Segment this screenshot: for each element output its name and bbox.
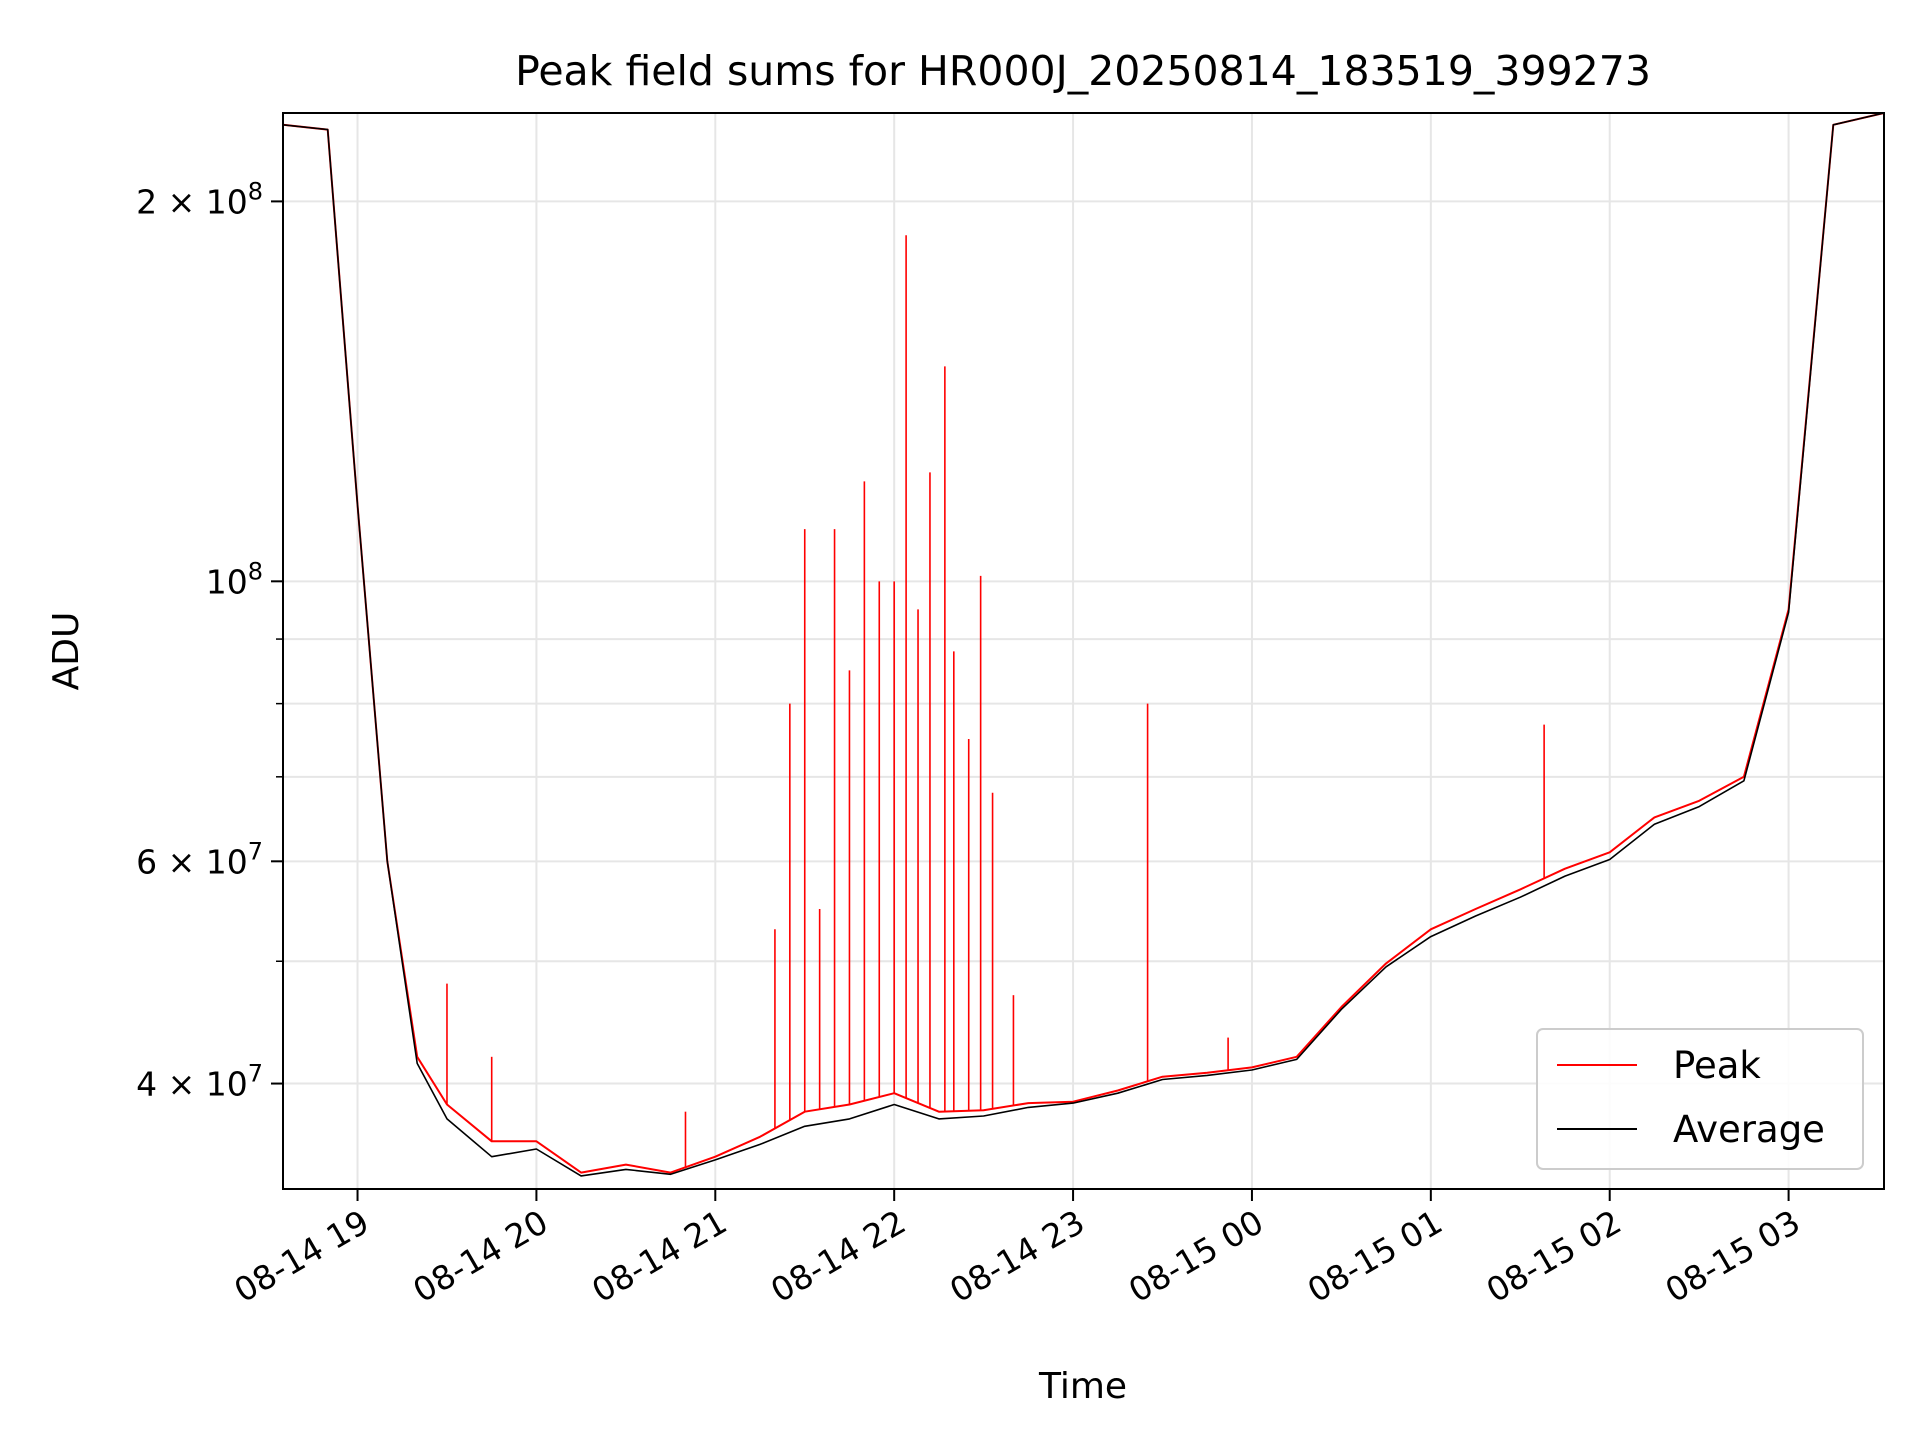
y-tick-exponent: 7 [248, 837, 263, 865]
plot-frame [282, 112, 1885, 1190]
y-tick-base: 6 × 10 [136, 842, 248, 881]
y-tick-label: 108 [206, 557, 263, 601]
series-line-average [282, 112, 1885, 1177]
y-tick-base: 10 [206, 562, 248, 601]
y-axis-label: ADU [46, 612, 87, 691]
y-tick-base: 4 × 10 [136, 1065, 248, 1104]
chart-title: Peak field sums for HR000J_20250814_1835… [515, 47, 1651, 95]
y-tick-label: 4 × 107 [136, 1060, 263, 1104]
legend-peak-label: Peak [1673, 1044, 1761, 1087]
series-line-peak [282, 112, 1885, 1174]
y-tick-label: 2 × 108 [136, 177, 263, 221]
legend: Peak Average [1536, 1028, 1864, 1170]
plot-lines [282, 112, 1885, 1177]
y-tick-exponent: 7 [248, 1060, 263, 1088]
y-tick-exponent: 8 [248, 177, 263, 205]
legend-average-label: Average [1673, 1108, 1825, 1151]
y-tick-base: 2 × 10 [136, 182, 248, 221]
y-tick-label: 6 × 107 [136, 837, 263, 881]
x-axis-label: Time [1038, 1366, 1127, 1407]
y-tick-exponent: 8 [248, 557, 263, 585]
